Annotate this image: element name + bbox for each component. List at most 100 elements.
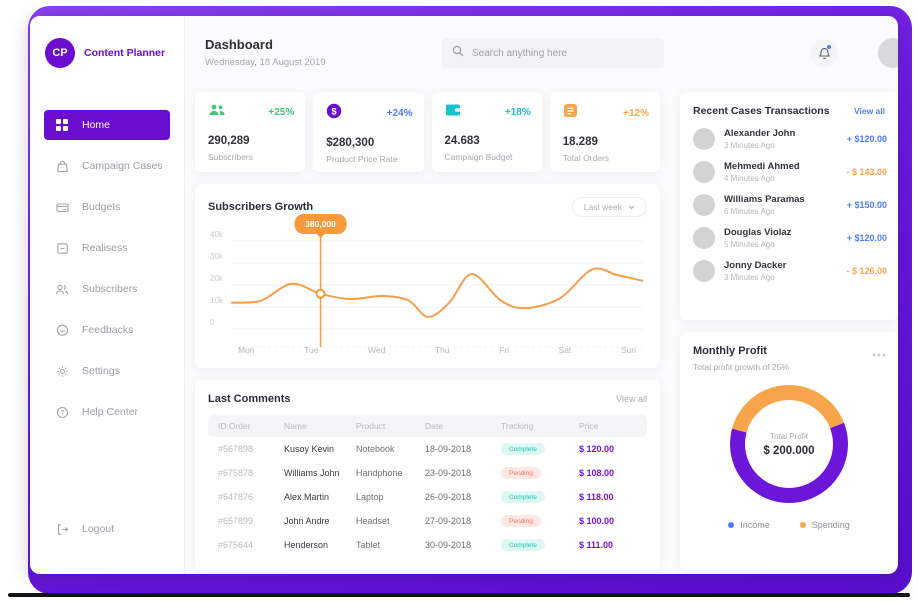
app-name: Content Planner [84, 47, 166, 59]
profit-title: Monthly Profit [693, 345, 767, 357]
bell-icon [818, 47, 830, 59]
comments-title: Last Comments [208, 393, 291, 405]
stat-value: 18.289 [562, 136, 598, 148]
cell-name: Williams John [284, 468, 340, 478]
growth-title: Subscribers Growth [208, 201, 314, 213]
left-column: +25% 290,289 Subscribers $ +24% [195, 92, 660, 570]
transaction-time: 3 Minutes Ago [724, 273, 775, 282]
y-tick: 30k [210, 252, 223, 261]
stat-card-campaign-budget: +18% 24.683 Campaign Budget [431, 92, 542, 172]
table-row[interactable]: #675878 Williams John Handphone 23-09-20… [208, 461, 647, 485]
credit-card-icon [55, 200, 69, 214]
sidebar-item-home[interactable]: Home [44, 110, 170, 140]
stat-label: Total Orders [562, 153, 610, 163]
search-input[interactable] [472, 47, 642, 59]
range-label: Last week [583, 202, 622, 212]
sidebar-item-budgets[interactable]: Budgets [44, 192, 170, 222]
cell-date: 23-09-2018 [425, 468, 472, 478]
brand: CP Content Planner [45, 38, 184, 68]
avatar [693, 194, 715, 216]
donut-center-label: Total Profit [770, 431, 808, 441]
more-options-icon[interactable] [872, 348, 886, 360]
notifications-button[interactable] [810, 39, 838, 67]
x-tick: Sun [620, 345, 636, 355]
transaction-name: Mehmedi Ahmed [724, 161, 800, 172]
avatar [693, 128, 715, 150]
transaction-amount: + $120.00 [846, 233, 887, 243]
status-badge: Complete [501, 539, 545, 552]
logout-button[interactable]: Logout [44, 514, 170, 544]
column-header: Product [356, 421, 386, 431]
app-logo-icon: CP [45, 38, 75, 68]
transaction-time: 6 Minutes Ago [724, 207, 775, 216]
sidebar-item-subscribers[interactable]: Subscribers [44, 274, 170, 304]
sidebar: CP Content Planner Home Campaign Cases [30, 16, 185, 574]
spending-dot-icon [799, 522, 806, 528]
dollar-icon: $ [326, 103, 342, 124]
subscribers-growth-card: Subscribers Growth Last week 40k 30k 20k… [195, 184, 660, 368]
growth-line-svg [231, 223, 643, 348]
donut-legend: Income Spending [693, 520, 885, 530]
cell-product: Headset [356, 516, 390, 526]
transaction-row[interactable]: Douglas Violaz 5 Minutes Ago + $120.00 [693, 227, 890, 249]
x-tick: Tue [304, 345, 319, 355]
transaction-row[interactable]: Alexander John 3 Minutes Ago + $120.00 [693, 128, 890, 150]
profit-donut-chart: Total Profit $ 200.000 [730, 385, 848, 503]
search-icon [452, 44, 464, 62]
transaction-amount: - $ 143.00 [846, 167, 887, 177]
column-header: ID Order [218, 421, 251, 431]
grid-icon [55, 118, 69, 132]
cell-name: Henderson [284, 540, 329, 550]
monthly-profit-card: Monthly Profit Total profit growth of 25… [680, 332, 898, 570]
sidebar-item-realisess[interactable]: Realisess [44, 233, 170, 263]
growth-chart: 40k 30k 20k 10k 0 [208, 214, 647, 367]
cell-price: $ 100.00 [579, 516, 615, 526]
user-avatar[interactable] [878, 38, 898, 68]
help-icon: ? [55, 405, 69, 419]
sidebar-item-settings[interactable]: Settings [44, 356, 170, 386]
transactions-view-all-link[interactable]: View all [853, 106, 885, 116]
comments-view-all-link[interactable]: View all [616, 394, 647, 404]
last-comments-card: Last Comments View all ID Order Name Pro… [195, 380, 660, 570]
sidebar-item-label: Budgets [82, 201, 121, 213]
transaction-row[interactable]: Jonny Dacker 3 Minutes Ago - $ 126.00 [693, 260, 890, 282]
transaction-row[interactable]: Mehmedi Ahmed 4 Minutes Ago - $ 143.00 [693, 161, 890, 183]
sidebar-item-campaign-cases[interactable]: Campaign Cases [44, 151, 170, 181]
column-header: Tracking [501, 421, 534, 431]
stat-card-total-orders: +12% 18.289 Total Orders [549, 92, 660, 172]
svg-text:?: ? [60, 410, 64, 417]
table-row[interactable]: #675644 Henderson Tablet 30-09-2018 Comp… [208, 533, 647, 557]
sidebar-item-feedbacks[interactable]: Feedbacks [44, 315, 170, 345]
right-column: Recent Cases Transactions View all Alexa… [680, 92, 898, 570]
gear-icon [55, 364, 69, 378]
stat-label: Campaign Budget [444, 152, 513, 162]
transaction-row[interactable]: Williams Paramas 6 Minutes Ago + $150.00 [693, 194, 890, 216]
page-title: Dashboard [205, 37, 273, 52]
transaction-amount: + $150.00 [846, 200, 887, 210]
search-bar[interactable] [442, 38, 664, 68]
transaction-time: 3 Minutes Ago [724, 141, 775, 150]
sidebar-item-label: Home [82, 119, 111, 131]
cell-name: John Andre [284, 516, 330, 526]
svg-text:$: $ [332, 106, 338, 117]
cell-id: #657899 [218, 516, 254, 526]
stat-card-price-rate: $ +24% $280,300 Product Price Rate [313, 92, 424, 172]
stats-row: +25% 290,289 Subscribers $ +24% [195, 92, 660, 172]
stat-value: 24.683 [444, 135, 480, 147]
cell-id: #567898 [218, 444, 254, 454]
status-badge: Complete [501, 443, 545, 456]
stat-value: 290,289 [208, 135, 250, 147]
recent-transactions-card: Recent Cases Transactions View all Alexa… [680, 92, 898, 320]
avatar [693, 227, 715, 249]
status-badge: Pending [501, 515, 541, 528]
cell-price: $ 111.00 [579, 540, 614, 550]
x-tick: Sat [558, 345, 572, 355]
range-dropdown[interactable]: Last week [571, 197, 647, 217]
table-row[interactable]: #567898 Kusoy Kevin Notebook 18-09-2018 … [208, 437, 647, 461]
status-badge: Complete [501, 491, 545, 504]
table-row[interactable]: #657899 John Andre Headset 27-09-2018 Pe… [208, 509, 647, 533]
table-row[interactable]: #547876 Alex Martin Laptop 26-09-2018 Co… [208, 485, 647, 509]
y-tick: 10k [210, 296, 223, 305]
sidebar-item-help-center[interactable]: ? Help Center [44, 397, 170, 427]
column-header: Price [579, 421, 599, 431]
